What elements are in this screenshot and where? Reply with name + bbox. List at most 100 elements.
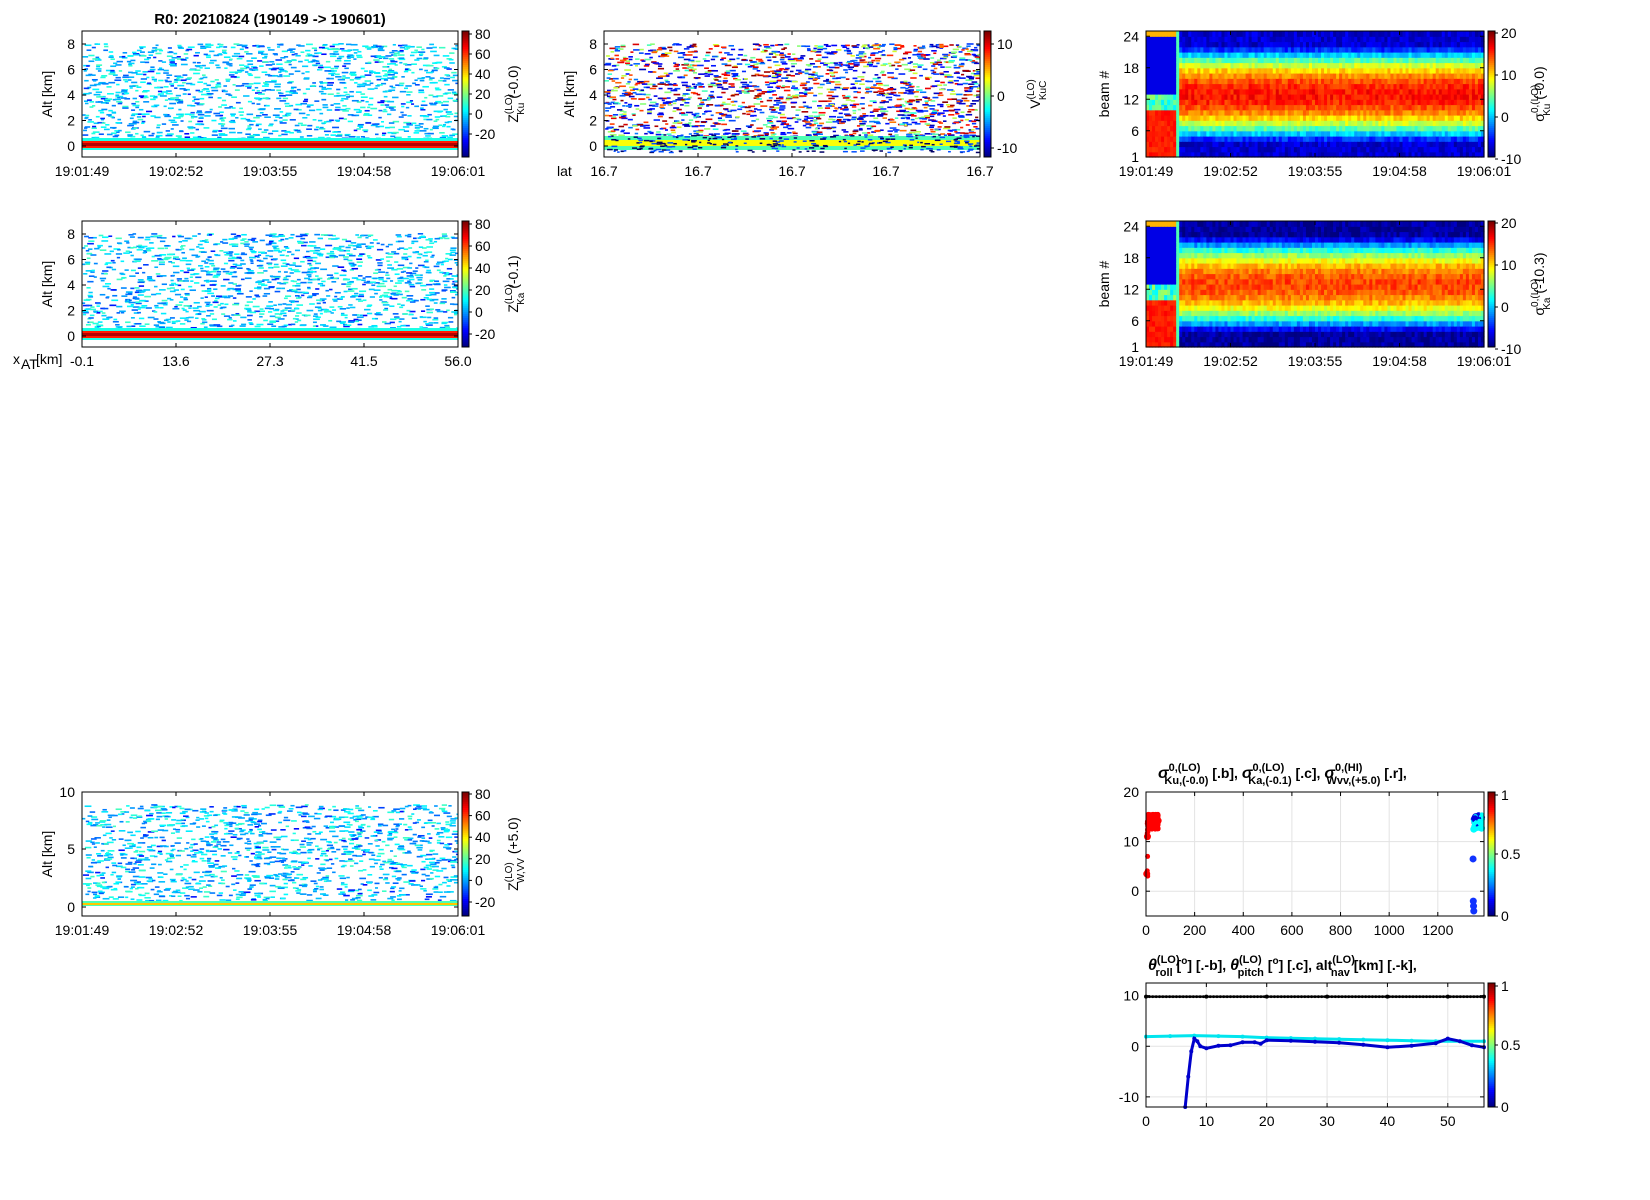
colorbar-segment — [462, 50, 469, 54]
noise-speck — [206, 273, 213, 276]
noise-speck — [128, 251, 133, 254]
noise-speck — [606, 92, 611, 95]
noise-speck — [169, 299, 174, 301]
noise-speck — [91, 74, 96, 76]
surface-speck — [614, 149, 618, 151]
noise-speck — [384, 307, 389, 310]
surface-speck — [658, 150, 664, 153]
surface-speck — [659, 142, 665, 145]
noise-speck — [801, 111, 809, 113]
noise-speck — [190, 132, 195, 134]
noise-speck — [232, 303, 239, 306]
noise-speck — [696, 131, 703, 133]
noise-speck — [915, 109, 923, 112]
noise-speck — [133, 127, 138, 129]
noise-speck — [153, 318, 159, 320]
surface-speck — [909, 139, 915, 141]
noise-speck — [259, 111, 264, 114]
noise-speck — [816, 131, 823, 134]
noise-speck — [819, 83, 825, 86]
noise-speck — [264, 88, 272, 91]
noise-speck — [235, 116, 239, 119]
noise-speck — [621, 113, 627, 115]
colorbar-segment — [462, 109, 469, 113]
noise-speck — [139, 291, 145, 293]
noise-speck — [953, 79, 959, 82]
noise-speck — [608, 78, 614, 80]
noise-speck — [693, 130, 700, 132]
noise-speck — [447, 97, 454, 100]
noise-speck — [633, 63, 640, 65]
noise-speck — [693, 132, 699, 135]
noise-speck — [409, 310, 416, 313]
noise-speck — [127, 135, 132, 138]
noise-speck — [177, 84, 185, 87]
noise-speck — [265, 254, 270, 257]
noise-speck — [307, 104, 314, 106]
surface-speck — [917, 141, 920, 144]
noise-speck — [274, 316, 281, 319]
noise-speck — [828, 91, 834, 93]
noise-speck — [922, 110, 929, 112]
noise-speck — [112, 320, 119, 323]
noise-speck — [388, 122, 395, 124]
noise-speck — [730, 109, 737, 112]
noise-speck — [393, 294, 399, 296]
surface-speck — [976, 148, 980, 150]
noise-speck — [779, 109, 785, 111]
noise-speck — [969, 86, 973, 88]
noise-speck — [107, 92, 114, 95]
noise-speck — [101, 75, 108, 77]
noise-speck — [110, 69, 115, 72]
noise-speck — [611, 80, 616, 82]
noise-speck — [924, 87, 931, 90]
noise-speck — [345, 43, 352, 46]
noise-speck — [200, 251, 207, 253]
noise-speck — [359, 85, 366, 88]
noise-speck — [335, 135, 343, 137]
noise-speck — [690, 68, 697, 71]
noise-speck — [940, 73, 945, 76]
noise-speck — [406, 47, 411, 49]
noise-speck — [406, 101, 413, 104]
noise-speck — [301, 294, 305, 297]
noise-speck — [356, 278, 361, 281]
noise-speck — [866, 134, 874, 137]
surface-speck — [792, 149, 796, 151]
noise-speck — [929, 126, 934, 129]
noise-speck — [387, 71, 395, 73]
noise-speck — [403, 248, 409, 251]
noise-speck — [805, 126, 812, 129]
noise-speck — [804, 70, 809, 72]
noise-speck — [744, 91, 749, 93]
noise-speck — [357, 236, 362, 239]
noise-speck — [135, 100, 140, 103]
noise-speck — [677, 121, 682, 124]
noise-speck — [234, 72, 238, 74]
surface-band-core — [604, 140, 980, 146]
noise-speck — [111, 132, 117, 135]
noise-speck — [288, 323, 293, 326]
noise-speck — [115, 253, 123, 255]
noise-speck — [268, 286, 275, 289]
noise-speck — [133, 260, 141, 263]
noise-speck — [236, 44, 243, 46]
surface-speck — [973, 145, 977, 147]
surface-speck — [920, 141, 923, 144]
surface-speck — [691, 140, 697, 142]
noise-speck — [868, 62, 873, 64]
noise-speck — [171, 274, 175, 277]
noise-speck — [84, 68, 89, 70]
noise-speck — [333, 48, 340, 51]
noise-speck — [964, 118, 970, 121]
noise-speck — [85, 308, 92, 310]
noise-speck — [824, 107, 831, 109]
noise-speck — [913, 45, 917, 47]
noise-speck — [345, 93, 350, 96]
noise-speck — [664, 84, 670, 86]
surface-speck — [953, 139, 958, 141]
noise-speck — [382, 70, 388, 72]
noise-speck — [822, 47, 828, 50]
noise-speck — [240, 242, 245, 245]
noise-speck — [116, 131, 120, 133]
